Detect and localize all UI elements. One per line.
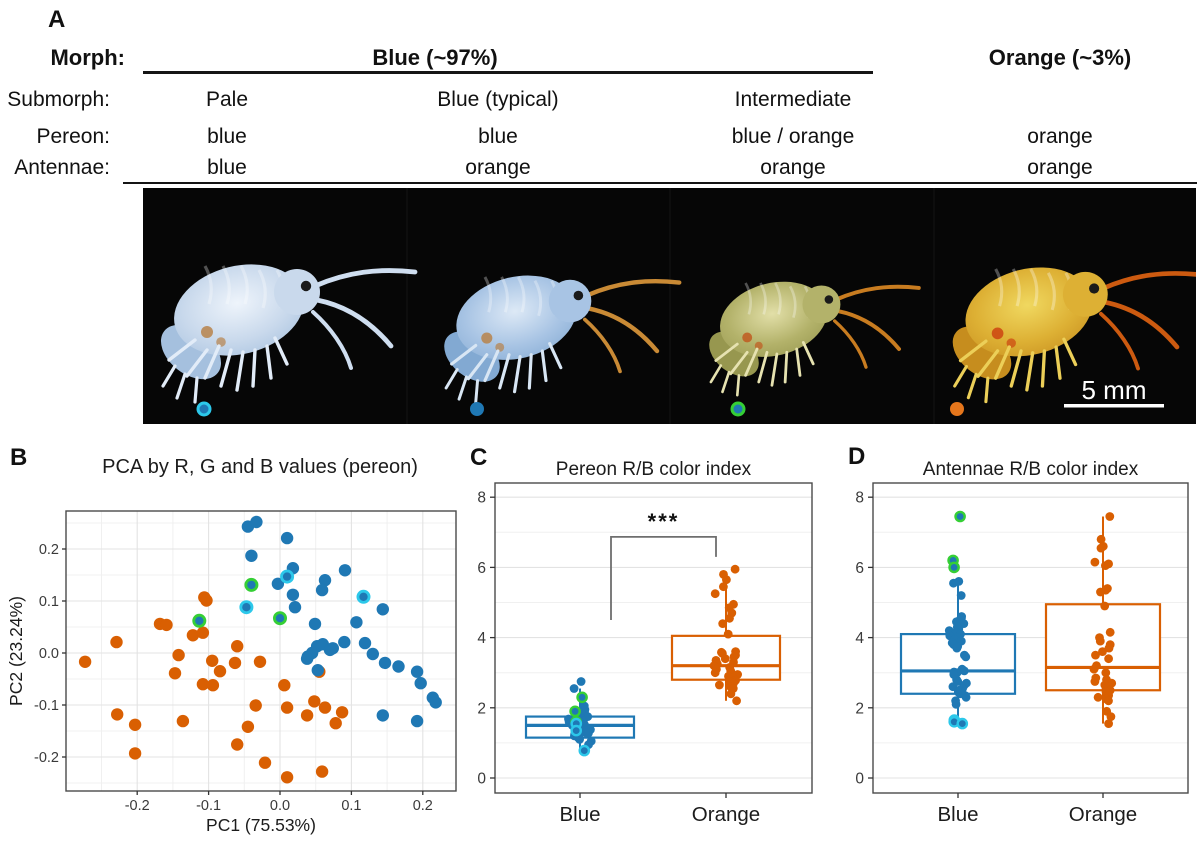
scale-bar xyxy=(1064,404,1164,408)
orange-jitter-points xyxy=(1089,512,1117,728)
pca-y-axis-label: PC2 (23.24%) xyxy=(6,596,26,706)
pereon-col2: blue xyxy=(478,125,518,148)
panel-border xyxy=(65,510,457,792)
antennae-col2: orange xyxy=(465,156,531,179)
scale-bar-label: 5 mm xyxy=(1082,375,1147,405)
pca-x-tick-label: 0.2 xyxy=(413,798,433,814)
row-header-antennae: Antennae: xyxy=(14,156,110,179)
pca-x-tick-label: 0.0 xyxy=(270,798,290,814)
panel-b-label: B xyxy=(10,444,28,471)
pereon-col3: blue / orange xyxy=(731,125,855,148)
pca-points-pale-submorph xyxy=(239,569,371,615)
pca-axis-ticks: -0.2 -0.1 0.0 0.1 0.2 -0.2 -0.1 0.0 0.1 0.2 xyxy=(34,542,433,814)
blue-jitter-points xyxy=(564,677,596,757)
category-label-orange: Orange xyxy=(692,803,760,826)
amphipod-photo-pale xyxy=(160,264,418,404)
pca-points-blue-typical xyxy=(241,515,442,728)
y-tick-label: 6 xyxy=(477,560,486,577)
significance-stars: *** xyxy=(648,509,680,534)
y-tick-label: 2 xyxy=(855,700,864,717)
antennae-box-title: Antennae R/B color index xyxy=(922,459,1139,480)
antennae-col4: orange xyxy=(1027,156,1093,179)
blue-jitter-points xyxy=(944,510,971,730)
pca-y-tick-label: 0.2 xyxy=(39,542,59,558)
pereon-col4: orange xyxy=(1027,125,1093,148)
submorph-dot-pale xyxy=(196,401,212,417)
submorph-dot-intermediate xyxy=(730,401,746,417)
submorph-dot-blue-typical xyxy=(470,402,484,416)
box-c-svg-axis-ticks: 0 2 4 6 8 xyxy=(477,490,727,798)
pca-y-tick-label: 0.0 xyxy=(39,646,59,662)
pereon-box-title: Pereon R/B color index xyxy=(555,459,752,480)
blue-group-underline xyxy=(143,71,873,74)
y-tick-label: 6 xyxy=(855,560,864,577)
y-tick-label: 4 xyxy=(477,630,486,647)
submorph-intermediate: Intermediate xyxy=(734,88,852,111)
y-tick-label: 4 xyxy=(855,630,864,647)
submorph-blue-typical: Blue (typical) xyxy=(437,88,559,111)
morph-group-orange-label: Orange (~3%) xyxy=(988,45,1132,70)
y-tick-label: 2 xyxy=(477,700,486,717)
amphipod-photo-intermediate xyxy=(709,281,921,397)
pca-y-tick-label: -0.1 xyxy=(34,698,59,714)
submorph-dot-orange xyxy=(950,402,964,416)
morph-group-blue-label: Blue (~97%) xyxy=(372,45,498,70)
category-label-blue: Blue xyxy=(559,803,600,826)
y-tick-label: 8 xyxy=(855,490,864,507)
antennae-box-plot: 0 2 4 6 8 Blue Orange xyxy=(855,482,1189,826)
antennae-col3: orange xyxy=(760,156,826,179)
box-c-svg-grid xyxy=(495,496,812,779)
submorph-pale: Pale xyxy=(205,88,249,111)
category-label-blue: Blue xyxy=(937,803,978,826)
specimen-photo-strip: 5 mm xyxy=(143,188,1196,424)
y-tick-label: 8 xyxy=(477,490,486,507)
pereon-box-plot: 0 2 4 6 8 Blue Orange *** xyxy=(477,482,813,826)
panel-c-label: C xyxy=(470,444,488,471)
orange-jitter-points xyxy=(709,564,742,706)
box-d-svg-axis-ticks: 0 2 4 6 8 xyxy=(855,490,1104,798)
row-header-morph: Morph: xyxy=(50,45,125,70)
pereon-col1: blue xyxy=(207,125,247,148)
amphipod-photo-orange xyxy=(952,267,1196,404)
pca-x-axis-label: PC1 (75.53%) xyxy=(206,815,316,835)
row-header-submorph: Submorph: xyxy=(7,88,110,111)
pca-x-tick-label: -0.2 xyxy=(125,798,150,814)
amphipod-photo-blue-typical xyxy=(444,275,682,405)
pca-points-intermediate-submorph xyxy=(192,577,287,628)
pca-title: PCA by R, G and B values (pereon) xyxy=(102,456,418,478)
pca-y-tick-label: 0.1 xyxy=(39,594,59,610)
pca-x-tick-label: -0.1 xyxy=(196,798,221,814)
antennae-col1: blue xyxy=(207,156,247,179)
pca-y-tick-label: -0.2 xyxy=(34,750,59,766)
category-label-orange: Orange xyxy=(1069,803,1137,826)
panel-d-label: D xyxy=(848,443,866,470)
specimen-photos-svg: 5 mm xyxy=(160,188,1196,424)
pca-plot: -0.2 -0.1 0.0 0.1 0.2 -0.2 -0.1 0.0 0.1 0.2 PC1 (7… xyxy=(6,510,457,835)
table-bottom-rule xyxy=(123,182,1197,184)
y-tick-label: 0 xyxy=(855,771,864,788)
significance-bracket xyxy=(610,535,717,621)
y-tick-label: 0 xyxy=(477,771,486,788)
row-header-pereon: Pereon: xyxy=(36,125,110,148)
panel-a-label: A xyxy=(48,6,66,33)
pca-x-tick-label: 0.1 xyxy=(341,798,361,814)
